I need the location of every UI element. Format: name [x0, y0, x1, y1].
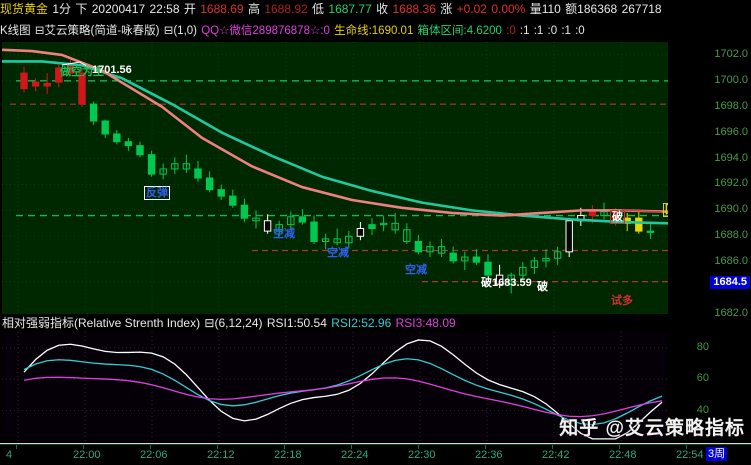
time-tick [485, 445, 486, 449]
quote-item-7: 高 [247, 2, 260, 16]
indicator-item-9: :0 [547, 25, 558, 37]
indicator-item-3: QQ☆微信289876878☆:0 [201, 25, 330, 37]
price-axis-label: 1698.0 [714, 99, 748, 112]
time-axis-label: 22:36 [475, 449, 503, 461]
quote-item-9: 低 [312, 2, 325, 16]
quote-item-8: 1688.92 [264, 2, 308, 16]
price-axis: 1702.0 1700.0 1698.0 1696.0 1694.0 1692.0 1690… [668, 42, 751, 319]
break-label-small: 破 [537, 281, 548, 293]
quote-item-11: 收 [376, 2, 389, 16]
time-tick [418, 445, 419, 449]
price-axis-label: 1684.5 [710, 275, 750, 289]
quote-item-12: 1688.36 [392, 2, 436, 16]
time-tick [150, 445, 151, 449]
short-power-label: 做空为主 [60, 66, 104, 78]
quote-item-18: 267718 [621, 2, 662, 16]
rebound-label: 反弹 [144, 186, 170, 200]
indicator-item-11: :0 [575, 25, 585, 37]
price-axis-label: 1696.0 [714, 125, 748, 138]
time-axis-label: 22:12 [207, 449, 235, 461]
time-tick [351, 445, 352, 449]
quote-item-14: +0.02 [456, 2, 487, 16]
try-long-label: 试多 [611, 295, 633, 307]
rsi-axis: 80 60 40 [668, 332, 751, 442]
indicator-item-5: 箱体区间:4.6200 [417, 25, 502, 37]
break-label-up: 破 [610, 210, 625, 224]
short-reduce-1: 空减 [273, 228, 295, 240]
time-axis-label: 22:48 [609, 449, 637, 461]
time-axis-label: 4 [6, 449, 13, 461]
rsi-chart-panel[interactable] [2, 332, 668, 442]
quote-item-1: 1分 [52, 2, 72, 16]
time-tick [284, 445, 285, 449]
time-axis-label: 22:18 [274, 449, 302, 461]
time-tick [686, 445, 687, 449]
time-axis: 4 22:00 22:06 22:12 22:18 22:24 22:30 22:36 22:4… [0, 444, 751, 465]
time-axis-badge: 3周 [706, 447, 728, 461]
indicator-item-7: :1 [519, 25, 530, 37]
quote-item-3: 20200417 [91, 2, 146, 16]
rsi-item-4: RSI3:48.09 [395, 316, 456, 330]
short-reduce-2: 空减 [327, 247, 349, 259]
rsi-item-2: RSI1:50.54 [266, 316, 327, 330]
rsi-header: 相对强弱指标(Relative Strenth Index) ⊟(6,12,24… [2, 316, 751, 332]
rsi-axis-label: 60 [696, 372, 709, 385]
rsi-item-0: 相对强弱指标(Relative Strenth Index) [2, 316, 201, 330]
indicator-item-4: 生命线:1690.01 [334, 25, 414, 37]
price-axis-label: 1690.0 [714, 203, 748, 216]
rsi-chart-svg [2, 332, 668, 442]
rsi-item-3: RSI2:52.96 [331, 316, 392, 330]
quote-header: 现货黄金 1分 下 20200417 22:58 开 1688.69 高 168… [0, 2, 663, 16]
quote-item-17: 额186368 [565, 2, 618, 16]
price-axis-label: 1694.0 [714, 151, 748, 164]
indicator-header: K线图 ⊟艾云策略(简道-咏春版) ⊟(1,0) QQ☆微信289876878☆… [0, 24, 586, 38]
time-axis-label: 22:24 [341, 449, 369, 461]
quote-item-6: 1688.69 [200, 2, 244, 16]
rsi-axis-label: 80 [696, 340, 709, 353]
rsi-item-1: ⊟(6,12,24) [204, 316, 263, 330]
quote-item-13: 涨 [440, 2, 453, 16]
short-reduce-3: 空减 [405, 264, 427, 276]
watermark: 知乎 @艾云策略指标 [559, 418, 745, 439]
time-tick [83, 445, 84, 449]
time-tick [552, 445, 553, 449]
time-axis-label: 22:30 [408, 449, 436, 461]
price-chart-svg [2, 42, 668, 314]
quote-item-5: 开 [183, 2, 196, 16]
time-tick [217, 445, 218, 449]
panel-divider [0, 443, 751, 444]
time-tick [16, 445, 17, 449]
indicator-item-6: :0 [506, 25, 516, 37]
time-axis-label: 22:06 [140, 449, 168, 461]
time-axis-label: 22:42 [542, 449, 570, 461]
quote-item-2: 下 [75, 2, 88, 16]
price-axis-label: 1700.0 [714, 73, 748, 86]
time-tick [619, 445, 620, 449]
indicator-item-1: ⊟艾云策略(简道-咏春版) [34, 25, 160, 37]
indicator-item-2: ⊟(1,0) [163, 25, 197, 37]
quote-item-15: 0.00% [491, 2, 526, 16]
price-axis-label: 1688.0 [714, 229, 748, 242]
indicator-item-0: K线图 [0, 25, 31, 37]
pullback-label: 回调 [663, 203, 668, 217]
quote-item-4: 22:58 [149, 2, 180, 16]
rsi-axis-label: 40 [696, 403, 709, 416]
time-axis-label: 22:54 [676, 449, 704, 461]
quote-item-16: 量110 [529, 2, 561, 16]
indicator-item-10: :1 [561, 25, 571, 37]
break-1683-label: 破1683.59 [481, 277, 532, 289]
price-axis-label: 1702.0 [714, 47, 748, 60]
price-axis-label: 1686.0 [714, 255, 748, 268]
price-1701-label: 1701.56 [92, 64, 132, 76]
time-axis-label: 22:00 [73, 449, 101, 461]
price-axis-label: 1682.0 [714, 307, 748, 319]
quote-item-10: 1687.77 [328, 2, 372, 16]
indicator-item-8: :1 [533, 25, 544, 37]
price-axis-label: 1692.0 [714, 177, 748, 190]
quote-item-0: 现货黄金 [0, 2, 49, 16]
